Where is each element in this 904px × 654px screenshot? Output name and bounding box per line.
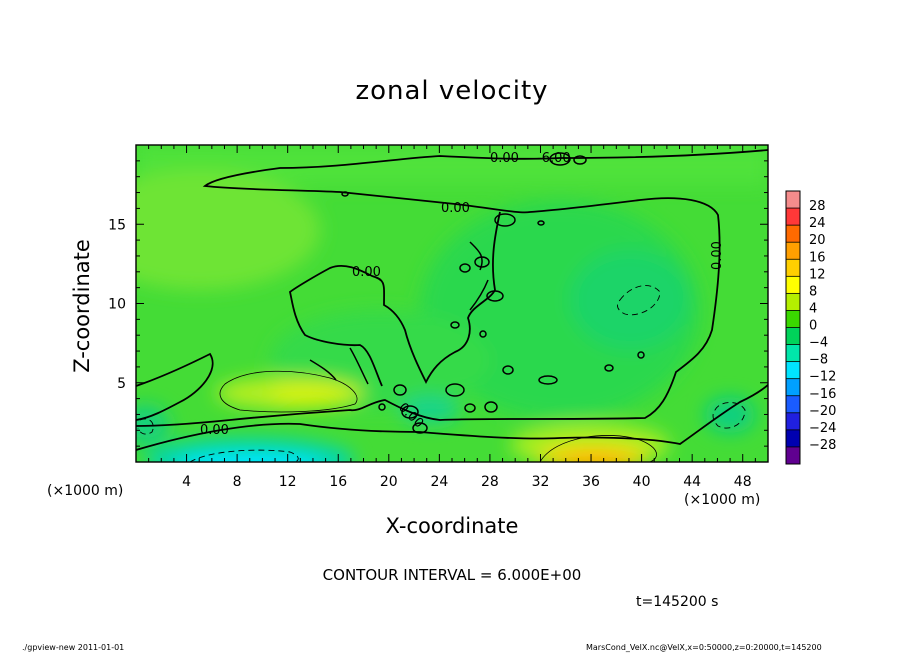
colorbar-label: −20 — [809, 404, 836, 419]
colorbar-swatch — [786, 446, 800, 465]
y-tick-label: 5 — [117, 376, 126, 392]
colorbar-label: −8 — [809, 353, 828, 368]
x-tick-label: 40 — [633, 474, 651, 490]
contour-zero-main — [136, 149, 768, 427]
y-tick-label: 10 — [108, 297, 126, 313]
contour-label: 0.00 — [710, 241, 725, 270]
colorbar-label: 28 — [809, 199, 826, 214]
contour-interval-note: CONTOUR INTERVAL = 6.000E+00 — [322, 566, 582, 584]
colorbar-swatch — [786, 412, 800, 431]
x-tick-label: 8 — [233, 474, 242, 490]
contour-label: 0.00 — [352, 265, 381, 280]
x-unit-label-right: (×1000 m) — [684, 492, 761, 508]
colorbar-swatch — [786, 310, 800, 328]
footer-source: MarsCond_VelX.nc@VelX,x=0:50000,z=0:2000… — [586, 643, 822, 652]
colorbar-swatch — [786, 327, 800, 345]
colorbar-label: −4 — [809, 336, 828, 351]
colorbar-swatch — [786, 344, 800, 362]
x-axis: 4 8 12 16 20 24 28 32 36 40 44 48 — [148, 145, 756, 490]
colorbar-swatch — [786, 429, 800, 448]
colorbar-label: −12 — [809, 370, 836, 385]
colorbar-label: −28 — [809, 438, 836, 453]
contour-zero-lower — [136, 352, 768, 451]
time-stamp: t=145200 s — [636, 594, 719, 610]
contour-label: -6.00 — [537, 151, 571, 166]
colorbar-label: 4 — [809, 301, 817, 316]
y-axis-label: Z-coordinate — [70, 239, 94, 373]
colorbar-label: 20 — [809, 233, 826, 248]
contour-positive-core — [219, 370, 657, 462]
x-tick-label: 20 — [380, 474, 398, 490]
x-tick-label: 4 — [182, 474, 191, 490]
contour-small-cells — [341, 152, 645, 434]
colorbar-swatch — [786, 191, 800, 209]
colorbar-swatch — [786, 395, 800, 414]
contour-wiggles — [309, 241, 489, 385]
x-tick-label: 24 — [430, 474, 448, 490]
colorbar-label: 24 — [809, 216, 826, 231]
x-tick-label: 12 — [279, 474, 297, 490]
colorbar: 28 24 20 16 12 8 4 0 −4 −8 −12 −16 −20 −24 −28 — [785, 190, 836, 465]
colorbar-label: 12 — [809, 267, 826, 282]
colorbar-swatch — [786, 242, 800, 260]
footer-program: ./gpview-new 2011-01-01 — [22, 643, 125, 652]
contour-lines — [136, 149, 768, 462]
contour-labels: 0.00 -6.00 0.00 0.00 0.00 0.00 0.00 — [200, 151, 725, 438]
contour-label: 0.00 — [441, 201, 470, 216]
contour-zero-interior — [288, 211, 501, 387]
contour-label: 0.00 — [200, 423, 229, 438]
chart-title: zonal velocity — [355, 76, 549, 106]
colorbar-swatch — [786, 208, 800, 226]
y-tick-label: 15 — [108, 217, 126, 233]
y-axis: 5 10 15 — [108, 160, 768, 447]
colorbar-label: 8 — [809, 284, 817, 299]
colorbar-label: −24 — [809, 421, 836, 436]
colorbar-label: 0 — [809, 319, 817, 334]
colorbar-swatch — [786, 259, 800, 277]
contour-label: 0.00 — [490, 151, 519, 166]
x-axis-label: X-coordinate — [385, 514, 519, 538]
field-shading — [136, 145, 768, 462]
colorbar-swatch — [786, 378, 800, 397]
x-tick-label: 16 — [329, 474, 347, 490]
colorbar-swatch — [786, 293, 800, 311]
x-tick-label: 32 — [532, 474, 550, 490]
x-tick-label: 48 — [734, 474, 752, 490]
x-tick-label: 28 — [481, 474, 499, 490]
colorbar-swatch — [786, 361, 800, 379]
x-unit-label-left: (×1000 m) — [47, 483, 124, 499]
colorbar-label: −16 — [809, 387, 836, 402]
colorbar-swatch — [786, 225, 800, 243]
x-tick-label: 44 — [683, 474, 701, 490]
colorbar-swatch — [786, 276, 800, 294]
x-tick-label: 36 — [582, 474, 600, 490]
colorbar-label: 16 — [809, 250, 826, 265]
